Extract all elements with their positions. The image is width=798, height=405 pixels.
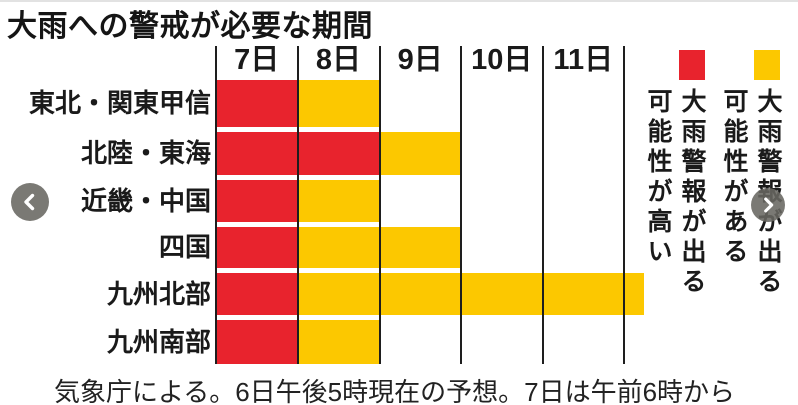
column-divider bbox=[378, 46, 381, 364]
page-title: 大雨への警戒が必要な期間 bbox=[7, 10, 373, 43]
top-divider bbox=[0, 0, 798, 2]
row-label: 北陸・東海 bbox=[80, 138, 211, 168]
column-divider bbox=[541, 46, 544, 364]
warning-bar-yellow bbox=[297, 180, 380, 222]
red-swatch-icon bbox=[679, 50, 705, 80]
row-label: 東北・関東甲信 bbox=[28, 88, 211, 118]
warning-bar-yellow bbox=[297, 273, 644, 315]
legend-label-red: 大雨警報が出る 可能性が高い bbox=[641, 88, 709, 318]
warning-bar-red bbox=[216, 180, 298, 222]
legend-red-line2: 可能性が高い bbox=[644, 88, 672, 268]
warning-bar-red bbox=[216, 320, 298, 364]
column-divider bbox=[296, 46, 299, 364]
warning-bar-yellow bbox=[297, 80, 380, 127]
warning-bar-red bbox=[216, 80, 298, 127]
legend-yellow-line2: 可能性がある bbox=[720, 88, 748, 268]
column-divider bbox=[460, 46, 462, 364]
warning-bar-yellow bbox=[379, 132, 461, 175]
day-header: 11日 bbox=[553, 44, 614, 76]
day-header: 8日 bbox=[315, 44, 362, 76]
row-label: 九州北部 bbox=[106, 279, 211, 309]
column-divider bbox=[215, 46, 217, 364]
warning-bar-yellow bbox=[297, 320, 380, 364]
yellow-swatch-icon bbox=[754, 50, 780, 80]
day-header: 7日 bbox=[234, 44, 280, 76]
legend-item-red: 大雨警報が出る 可能性が高い bbox=[641, 50, 709, 340]
warning-bar-red bbox=[216, 273, 298, 315]
row-label: 四国 bbox=[158, 232, 211, 262]
chevron-right-icon bbox=[757, 194, 779, 216]
column-divider bbox=[623, 46, 625, 364]
source-caption: 気象庁による。6日午後5時現在の予想。7日は午前6時から bbox=[54, 377, 736, 405]
day-header: 10日 bbox=[471, 44, 533, 76]
row-label: 近畿・中国 bbox=[80, 186, 211, 216]
chevron-left-icon bbox=[18, 190, 42, 214]
row-label: 九州南部 bbox=[106, 327, 211, 357]
carousel-next-button[interactable] bbox=[751, 188, 785, 222]
carousel-prev-button[interactable] bbox=[11, 183, 49, 221]
warning-bar-red bbox=[216, 227, 298, 268]
day-header: 9日 bbox=[397, 44, 443, 76]
legend-red-line1: 大雨警報が出る bbox=[678, 88, 706, 298]
